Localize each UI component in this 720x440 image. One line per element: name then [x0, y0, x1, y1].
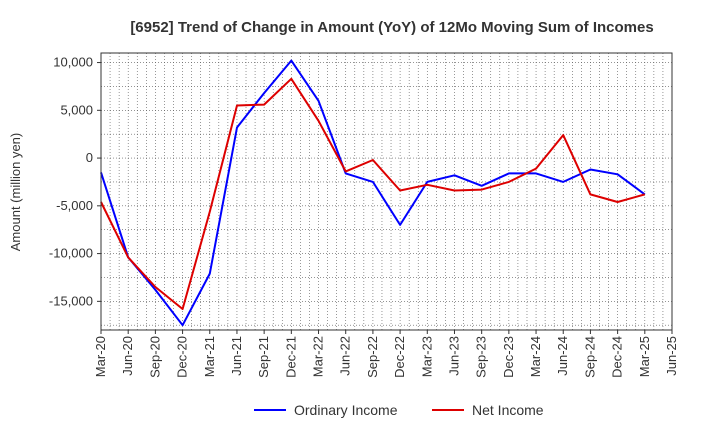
x-tick-label: Jun-21 [229, 336, 244, 376]
x-tick-label: Dec-21 [283, 336, 298, 378]
x-tick-label: Jun-23 [446, 336, 461, 376]
y-tick-label: -10,000 [49, 246, 93, 261]
x-tick-label: Jun-22 [338, 336, 353, 376]
y-tick-label: 10,000 [53, 55, 93, 70]
series-line-ordinary-income [100, 59, 646, 327]
y-tick-label: 5,000 [60, 102, 93, 117]
x-tick-label: Sep-21 [256, 336, 271, 378]
x-tick-label: Dec-20 [175, 336, 190, 378]
x-tick-label: Sep-24 [582, 336, 597, 378]
x-tick-label: Sep-20 [147, 336, 162, 378]
x-tick-label: Dec-23 [501, 336, 516, 378]
y-tick-label: -15,000 [49, 293, 93, 308]
chart-title: [6952] Trend of Change in Amount (YoY) o… [130, 19, 653, 36]
x-tick-label: Mar-25 [637, 336, 652, 377]
x-tick-label: Mar-22 [311, 336, 326, 377]
x-tick-label: Jun-20 [120, 336, 135, 376]
x-tick-label: Jun-25 [664, 336, 679, 376]
series-lines [100, 59, 646, 327]
x-tick-label: Sep-23 [474, 336, 489, 378]
x-tick-label: Mar-24 [528, 336, 543, 377]
y-axis-label: Amount (million yen) [8, 133, 23, 252]
x-tick-label: Dec-22 [392, 336, 407, 378]
y-tick-label: 0 [86, 150, 93, 165]
legend-label: Ordinary Income [294, 402, 398, 418]
y-tick-label: -5,000 [56, 198, 93, 213]
x-tick-label: Mar-20 [93, 336, 108, 377]
legend-label: Net Income [472, 402, 544, 418]
x-tick-label: Mar-23 [419, 336, 434, 377]
x-tick-label: Mar-21 [202, 336, 217, 377]
gridlines [100, 53, 673, 330]
x-tick-label: Jun-24 [555, 336, 570, 376]
y-tick-labels: 10,000 5,000 0 -5,000 -10,000 -15,000 [49, 55, 101, 308]
x-tick-label: Dec-24 [610, 336, 625, 378]
series-line-net-income [100, 77, 646, 310]
legend: Ordinary Income Net Income [254, 402, 544, 418]
x-tick-labels: Mar-20 Jun-20 Sep-20 Dec-20 Mar-21 Jun-21 Sep-… [93, 330, 679, 378]
plot-area [100, 52, 673, 331]
x-tick-label: Sep-22 [365, 336, 380, 378]
